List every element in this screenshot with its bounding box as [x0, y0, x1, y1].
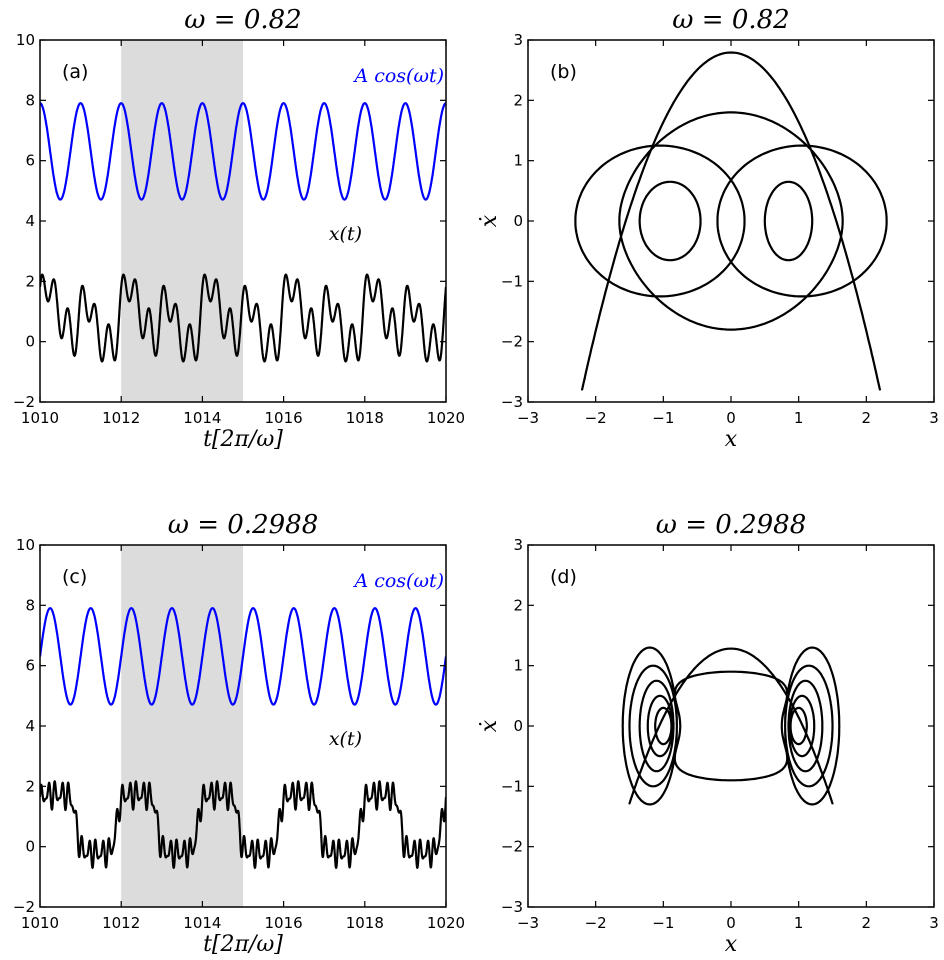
y-tick-label: 4 — [25, 717, 35, 735]
x-axis-label: t[2π/ω] — [203, 427, 283, 452]
x-tick-label: 1020 — [427, 409, 465, 427]
x-tick-label: −3 — [517, 409, 539, 427]
series-line-1 — [40, 780, 446, 869]
y-tick-label: 0 — [513, 717, 523, 735]
x-tick-label: −2 — [585, 914, 607, 932]
y-tick-label: 2 — [513, 91, 523, 109]
x-tick-label: 3 — [929, 914, 939, 932]
x-tick-label: 1 — [794, 914, 804, 932]
chart-title: ω = 0.82 — [184, 5, 301, 35]
y-tick-label: −2 — [13, 898, 35, 916]
x-tick-label: 1010 — [21, 409, 59, 427]
panel-label: (a) — [62, 61, 88, 83]
y-tick-label: −2 — [501, 838, 523, 856]
y-tick-label: −2 — [501, 333, 523, 351]
y-tick-label: 0 — [513, 212, 523, 230]
y-tick-label: 0 — [25, 838, 35, 856]
series-line-0 — [621, 646, 841, 806]
y-tick-label: 2 — [25, 272, 35, 290]
series-label-drive: A cos(ωt) — [352, 570, 444, 592]
panel-label: (b) — [550, 61, 577, 83]
y-tick-label: 0 — [25, 333, 35, 351]
x-axis-label: x — [725, 932, 738, 957]
x-tick-label: 1016 — [265, 409, 303, 427]
y-tick-label: 1 — [513, 152, 523, 170]
y-tick-label: 2 — [513, 596, 523, 614]
shaded-interval — [121, 545, 243, 907]
x-tick-label: 2 — [862, 914, 872, 932]
series-label-drive: A cos(ωt) — [352, 65, 444, 87]
shaded-interval — [121, 40, 243, 402]
series-line-0 — [40, 607, 446, 706]
y-tick-label: 8 — [25, 596, 35, 614]
y-tick-label: 10 — [16, 31, 35, 49]
y-tick-label: −1 — [501, 777, 523, 795]
x-tick-label: −1 — [652, 914, 674, 932]
y-tick-label: 8 — [25, 91, 35, 109]
chart-title: ω = 0.2988 — [168, 510, 319, 540]
x-tick-label: 1010 — [21, 914, 59, 932]
y-tick-label: 4 — [25, 212, 35, 230]
x-tick-label: 1012 — [102, 914, 140, 932]
chart-title: ω = 0.2988 — [656, 510, 807, 540]
y-tick-label: −1 — [501, 272, 523, 290]
y-tick-label: 6 — [25, 152, 35, 170]
y-axis-label: ẋ — [477, 719, 502, 732]
y-tick-label: 3 — [513, 31, 523, 49]
series-label-response: x(t) — [329, 728, 362, 750]
y-tick-label: 1 — [513, 657, 523, 675]
x-tick-label: 1 — [794, 409, 804, 427]
y-tick-label: 10 — [16, 536, 35, 554]
panel-label: (c) — [62, 566, 87, 588]
axes-frame — [527, 544, 935, 908]
y-axis-label: ẋ — [477, 214, 502, 227]
x-tick-label: 1018 — [346, 409, 384, 427]
series-line-0 — [40, 102, 446, 201]
x-tick-label: 1020 — [427, 914, 465, 932]
series-label-response: x(t) — [329, 223, 362, 245]
x-tick-label: 1018 — [346, 914, 384, 932]
chart-title: ω = 0.82 — [672, 5, 789, 35]
x-tick-label: 1014 — [183, 914, 221, 932]
x-tick-label: −2 — [585, 409, 607, 427]
axes-frame — [527, 39, 935, 403]
series-line-1 — [40, 273, 446, 363]
x-tick-label: 1014 — [183, 409, 221, 427]
x-tick-label: 0 — [726, 914, 736, 932]
y-tick-label: −3 — [501, 898, 523, 916]
y-tick-label: 2 — [25, 777, 35, 795]
y-tick-label: 3 — [513, 536, 523, 554]
x-tick-label: 3 — [929, 409, 939, 427]
x-axis-label: x — [725, 427, 738, 452]
x-tick-label: 2 — [862, 409, 872, 427]
x-tick-label: −3 — [517, 914, 539, 932]
x-tick-label: 0 — [726, 409, 736, 427]
series-line-0 — [574, 51, 888, 391]
panel-label: (d) — [550, 566, 577, 588]
y-tick-label: −2 — [13, 393, 35, 411]
y-tick-label: −3 — [501, 393, 523, 411]
x-axis-label: t[2π/ω] — [203, 932, 283, 957]
y-tick-label: 6 — [25, 657, 35, 675]
x-tick-label: −1 — [652, 409, 674, 427]
x-tick-label: 1016 — [265, 914, 303, 932]
x-tick-label: 1012 — [102, 409, 140, 427]
